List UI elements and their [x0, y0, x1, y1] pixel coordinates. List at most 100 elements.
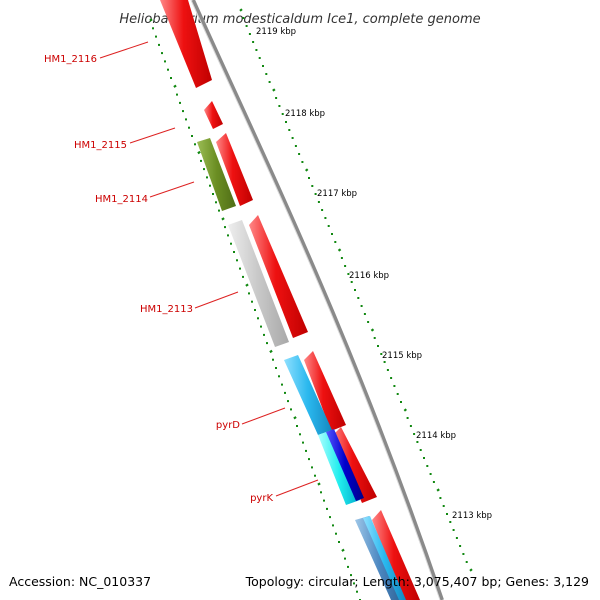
tick-dot: [446, 513, 448, 515]
tick-dot: [332, 524, 334, 527]
tick-label: 2116 kbp: [349, 271, 389, 281]
tick-dot: [386, 369, 389, 371]
tick-dot: [268, 81, 271, 83]
gene-label-pyrk[interactable]: pyrK: [250, 493, 273, 504]
leader-line-hm1-2114: [149, 181, 195, 198]
tick-dot: [266, 342, 268, 345]
feature-grey[interactable]: [228, 220, 289, 347]
tick-dot: [191, 135, 193, 137]
gene-labels: HM1_2116 HM1_2115 HM1_2114 HM1_2113 pyrD…: [44, 54, 273, 504]
tick-dash: [317, 482, 321, 486]
tick-dot: [363, 313, 366, 315]
tick-dot: [429, 473, 432, 475]
feature-red-1[interactable]: [160, 0, 212, 88]
tick-dot: [413, 433, 416, 435]
leader-line-pyrk: [275, 479, 319, 497]
tick-dash: [239, 8, 243, 12]
tick-dot: [161, 52, 163, 55]
feature-red-6[interactable]: [332, 427, 377, 503]
tick-dot: [409, 425, 412, 427]
tick-dot: [308, 458, 310, 461]
leader-line-hm1-2113: [194, 291, 239, 309]
tick-dot: [314, 474, 316, 477]
tick-dot: [338, 541, 340, 543]
tick-dot: [275, 97, 278, 99]
tick-dot: [296, 425, 298, 427]
tick-dash: [341, 548, 345, 552]
tick-dot: [294, 145, 297, 147]
gene-label-hm1-2114[interactable]: HM1_2114: [95, 194, 148, 205]
tick-dot: [432, 481, 435, 483]
tick-dot: [350, 281, 353, 283]
feature-cyan-2[interactable]: [363, 516, 406, 600]
tick-dot: [439, 497, 442, 499]
tick-dot: [465, 561, 468, 563]
tick-dash: [221, 217, 225, 221]
tick-dot: [390, 377, 393, 379]
tick-dash: [197, 150, 201, 155]
tick-dot: [155, 35, 157, 38]
tick-dot: [182, 110, 184, 113]
tick-dot: [252, 41, 255, 43]
tick-dot: [242, 17, 245, 19]
tick-dot: [299, 433, 301, 436]
tick-dash: [272, 88, 276, 92]
topology-text: Topology: circular; Length: 3,075,407 bp…: [245, 574, 589, 589]
tick-dot: [449, 521, 452, 523]
tick-dot: [179, 101, 181, 104]
tick-label: 2114 kbp: [416, 431, 456, 441]
tick-marks: [149, 8, 473, 572]
tick-dot: [209, 184, 211, 187]
tick-dot: [287, 400, 289, 403]
tick-dash: [305, 168, 309, 172]
tick-dot: [265, 73, 268, 75]
tick-dot: [344, 557, 346, 560]
tick-dot: [254, 309, 256, 311]
tick-dot: [164, 60, 166, 63]
tick-dot: [317, 201, 320, 203]
tick-dot: [167, 68, 169, 71]
tick-dot: [170, 77, 172, 79]
tick-dot: [344, 265, 347, 267]
tick-dot: [188, 126, 190, 129]
tick-dot: [335, 532, 337, 535]
tick-ruler-dots: [152, 17, 468, 600]
leader-line-hm1-2116: [99, 41, 149, 59]
tick-dot: [340, 257, 343, 259]
forward-strand-features: [160, 0, 420, 600]
tick-dot: [158, 43, 160, 46]
feature-aqua[interactable]: [318, 430, 360, 505]
tick-dot: [452, 529, 455, 531]
accession-text: Accession: NC_010337: [9, 574, 152, 589]
tick-dot: [314, 193, 317, 195]
gene-label-hm1-2116[interactable]: HM1_2116: [44, 54, 97, 65]
tick-dot: [459, 545, 462, 547]
feature-red-3[interactable]: [216, 133, 253, 206]
tick-dot: [327, 225, 330, 227]
feature-olive[interactable]: [197, 138, 236, 211]
tick-dot: [298, 153, 301, 155]
gene-label-hm1-2113[interactable]: HM1_2113: [140, 304, 193, 315]
tick-dot: [290, 408, 292, 411]
feature-red-7[interactable]: [372, 510, 420, 600]
gene-label-pyrd[interactable]: pyrD: [216, 420, 240, 431]
feature-red-2[interactable]: [204, 101, 223, 129]
feature-blue[interactable]: [326, 429, 364, 501]
tick-dot: [255, 49, 258, 51]
feature-red-4[interactable]: [249, 215, 308, 338]
tick-dot: [455, 537, 458, 539]
tick-dot: [320, 491, 322, 494]
tick-dot: [323, 499, 325, 502]
tick-dash: [370, 328, 375, 332]
feature-red-5[interactable]: [304, 351, 346, 431]
tick-dot: [377, 345, 379, 347]
gene-leader-lines: [99, 41, 319, 497]
tick-label: 2118 kbp: [285, 109, 325, 119]
tick-dot: [258, 57, 261, 59]
gene-label-hm1-2115[interactable]: HM1_2115: [74, 140, 127, 151]
tick-label: 2113 kbp: [452, 511, 492, 521]
feature-cyan[interactable]: [284, 355, 332, 435]
tick-dot: [288, 129, 291, 131]
tick-dot: [406, 417, 409, 419]
tick-dash: [293, 416, 297, 420]
